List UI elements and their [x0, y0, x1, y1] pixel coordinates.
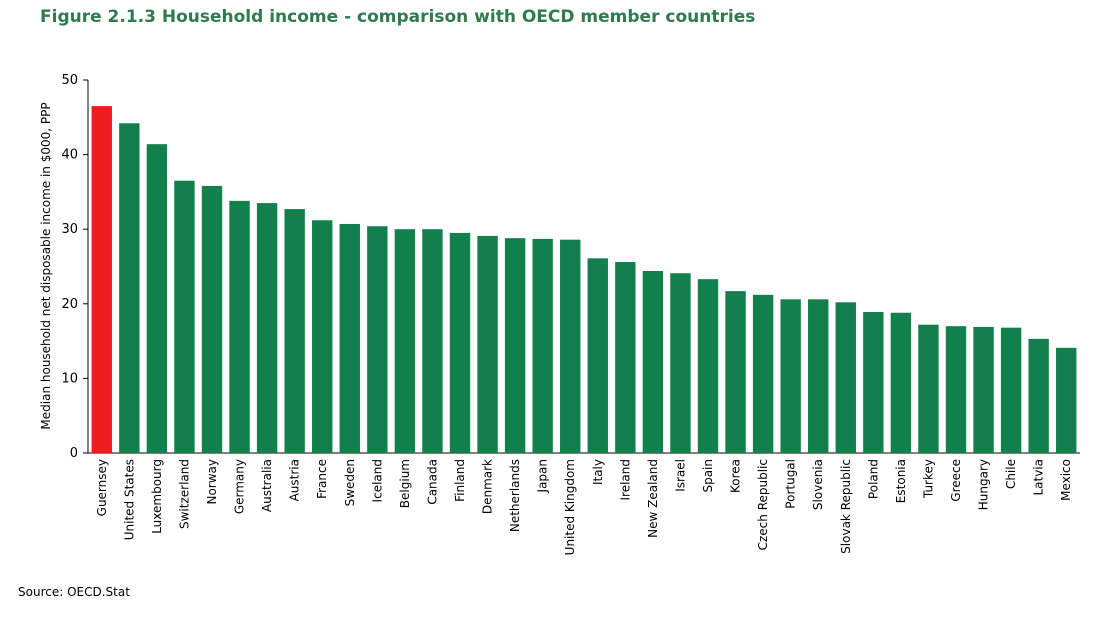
x-tick-label: Switzerland: [177, 459, 191, 529]
x-tick-label: Australia: [260, 459, 274, 512]
bar: [808, 299, 829, 453]
bar: [863, 312, 884, 453]
bar: [146, 144, 168, 453]
bar: [422, 229, 443, 453]
x-tick-label: Sweden: [343, 459, 357, 506]
bar: [725, 291, 746, 453]
x-tick-label: Denmark: [481, 459, 495, 514]
x-tick-label: France: [315, 459, 329, 499]
bar: [477, 235, 498, 453]
bar: [174, 180, 195, 453]
bar: [670, 273, 691, 453]
bar: [284, 209, 305, 453]
bar: [752, 294, 774, 453]
x-tick-label: Iceland: [370, 459, 384, 502]
x-tick-label: Italy: [591, 459, 605, 485]
bar: [312, 220, 333, 453]
x-tick-label: Portugal: [784, 459, 798, 509]
y-tick-label: 40: [61, 148, 78, 163]
bar: [945, 326, 967, 453]
source-note: Source: OECD.Stat: [18, 585, 130, 599]
x-tick-label: Ireland: [618, 459, 632, 501]
bar: [835, 302, 856, 453]
bar: [504, 238, 526, 453]
bar: [1056, 347, 1077, 453]
bar: [890, 312, 912, 453]
x-tick-label: Slovenia: [811, 459, 825, 510]
bar: [587, 258, 608, 453]
bar: [339, 223, 360, 453]
y-tick-label: 10: [61, 371, 78, 386]
x-tick-label: Norway: [205, 459, 219, 505]
x-tick-label: New Zealand: [646, 459, 660, 538]
x-tick-label: Spain: [701, 459, 715, 493]
chart-title: Figure 2.1.3 Household income - comparis…: [40, 7, 755, 27]
bar: [973, 326, 994, 453]
bar: [1028, 338, 1049, 453]
x-tick-label: Belgium: [398, 459, 412, 508]
y-tick-label: 30: [61, 222, 78, 237]
bar: [91, 106, 112, 454]
bar: [201, 185, 223, 453]
bar: [229, 200, 250, 453]
bar: [918, 324, 939, 453]
x-tick-label: Estonia: [894, 459, 908, 503]
x-tick-label: Turkey: [921, 459, 935, 499]
bar: [119, 123, 140, 453]
x-tick-label: Latvia: [1032, 459, 1046, 496]
x-tick-label: Poland: [866, 459, 880, 499]
x-tick-label: Netherlands: [508, 459, 522, 532]
x-tick-label: Slovak Republic: [839, 459, 853, 554]
x-tick-label: Germany: [233, 459, 247, 514]
bar: [560, 239, 581, 453]
y-axis-label: Median household net disposable income i…: [39, 102, 53, 429]
bar: [1000, 327, 1022, 453]
y-tick-label: 50: [61, 73, 78, 88]
bar: [449, 232, 471, 453]
x-tick-label: Finland: [453, 459, 467, 502]
bar: [256, 203, 278, 453]
x-tick-label: Guernsey: [95, 459, 109, 516]
x-tick-label: United Kingdom: [563, 459, 577, 555]
x-tick-label: Canada: [425, 459, 439, 505]
x-tick-label: Israel: [673, 459, 687, 492]
x-tick-label: Hungary: [977, 459, 991, 510]
bar: [642, 270, 664, 453]
x-tick-label: Austria: [288, 459, 302, 501]
x-tick-label: United States: [122, 459, 136, 540]
x-tick-label: Chile: [1004, 459, 1018, 489]
bar: [697, 279, 719, 453]
x-tick-label: Mexico: [1059, 459, 1073, 501]
bar: [615, 262, 636, 453]
bar: [394, 229, 416, 453]
bar: [780, 299, 801, 453]
x-tick-label: Korea: [729, 459, 743, 493]
x-tick-label: Japan: [536, 459, 550, 493]
x-tick-label: Czech Republic: [756, 459, 770, 550]
x-tick-label: Luxembourg: [150, 459, 164, 534]
bar: [532, 238, 553, 453]
y-tick-label: 0: [70, 446, 78, 461]
x-tick-label: Greece: [949, 459, 963, 502]
y-tick-label: 20: [61, 297, 78, 312]
bar: [367, 226, 388, 453]
